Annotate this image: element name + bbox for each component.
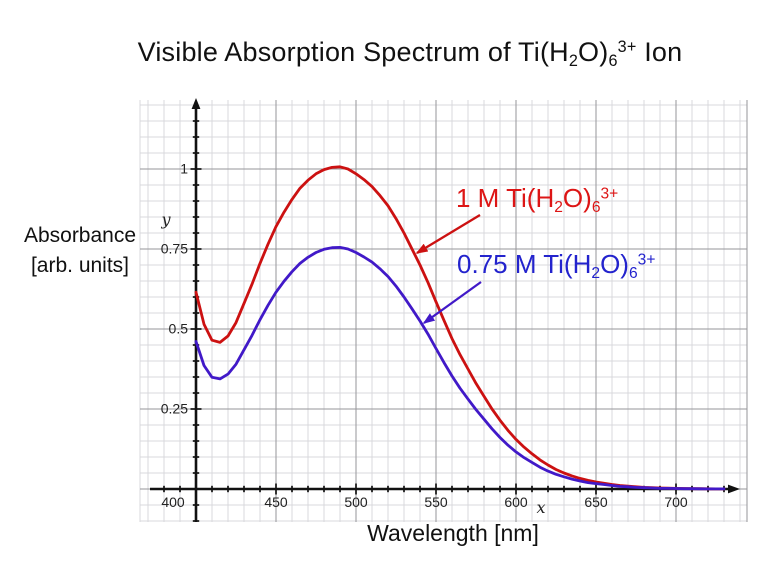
formula-text: O)	[578, 37, 609, 67]
x-tick-label: 400	[161, 494, 185, 510]
formula-sub: 6	[608, 52, 618, 71]
formula-sub: 2	[568, 52, 579, 71]
y-axis-label-line1: Absorbance	[23, 224, 137, 247]
formula-text: O)	[562, 183, 592, 213]
y-axis-arrowhead	[191, 98, 201, 109]
formula-text: Visible Absorption Spectrum of Ti(H	[137, 37, 569, 67]
y-tick-label: 1	[180, 161, 188, 177]
formula-text: 0.75 M Ti(H	[457, 249, 592, 279]
y-tick-label: 0.75	[161, 241, 188, 257]
page-title: Visible Absorption Spectrum of Ti(H2O)63…	[55, 37, 765, 71]
x-tick-label: 650	[584, 494, 608, 510]
y-axis-label: Absorbance [arb. units]	[6, 221, 154, 281]
x-tick-label: 700	[664, 494, 688, 510]
x-tick-label: 450	[264, 494, 288, 510]
formula-sub: 6	[591, 198, 601, 216]
x-axis-label: Wavelength [nm]	[367, 520, 539, 546]
formula-text: Ion	[636, 37, 683, 67]
axis-letter-x: x	[536, 498, 545, 517]
formula-sup: 3+	[600, 185, 619, 203]
formula-text: 1 M Ti(H	[456, 183, 555, 213]
formula-sub: 6	[628, 264, 638, 282]
axis-letter-y: y	[160, 210, 171, 229]
formula-text: O)	[600, 249, 629, 279]
x-tick-label: 600	[504, 494, 528, 510]
x-axis-arrowhead	[728, 484, 740, 494]
legend-red-label: 1 M Ti(H2O)63+	[456, 183, 618, 217]
formula-sub: 2	[591, 264, 601, 282]
y-tick-label: 0.25	[161, 401, 188, 417]
x-tick-label: 550	[424, 494, 448, 510]
formula-sup: 3+	[617, 38, 637, 57]
legend-blue-label: 0.75 M Ti(H2O)63+	[457, 249, 655, 283]
y-axis-label-line2: [arb. units]	[30, 254, 130, 277]
formula-sup: 3+	[637, 251, 656, 269]
formula-sub: 2	[554, 198, 563, 216]
blue-curve	[194, 246, 726, 491]
y-tick-label: 0.5	[169, 321, 189, 337]
legend-blue-arrow	[422, 281, 482, 324]
x-tick-label: 500	[344, 494, 368, 510]
legend-red-arrow	[415, 214, 481, 254]
